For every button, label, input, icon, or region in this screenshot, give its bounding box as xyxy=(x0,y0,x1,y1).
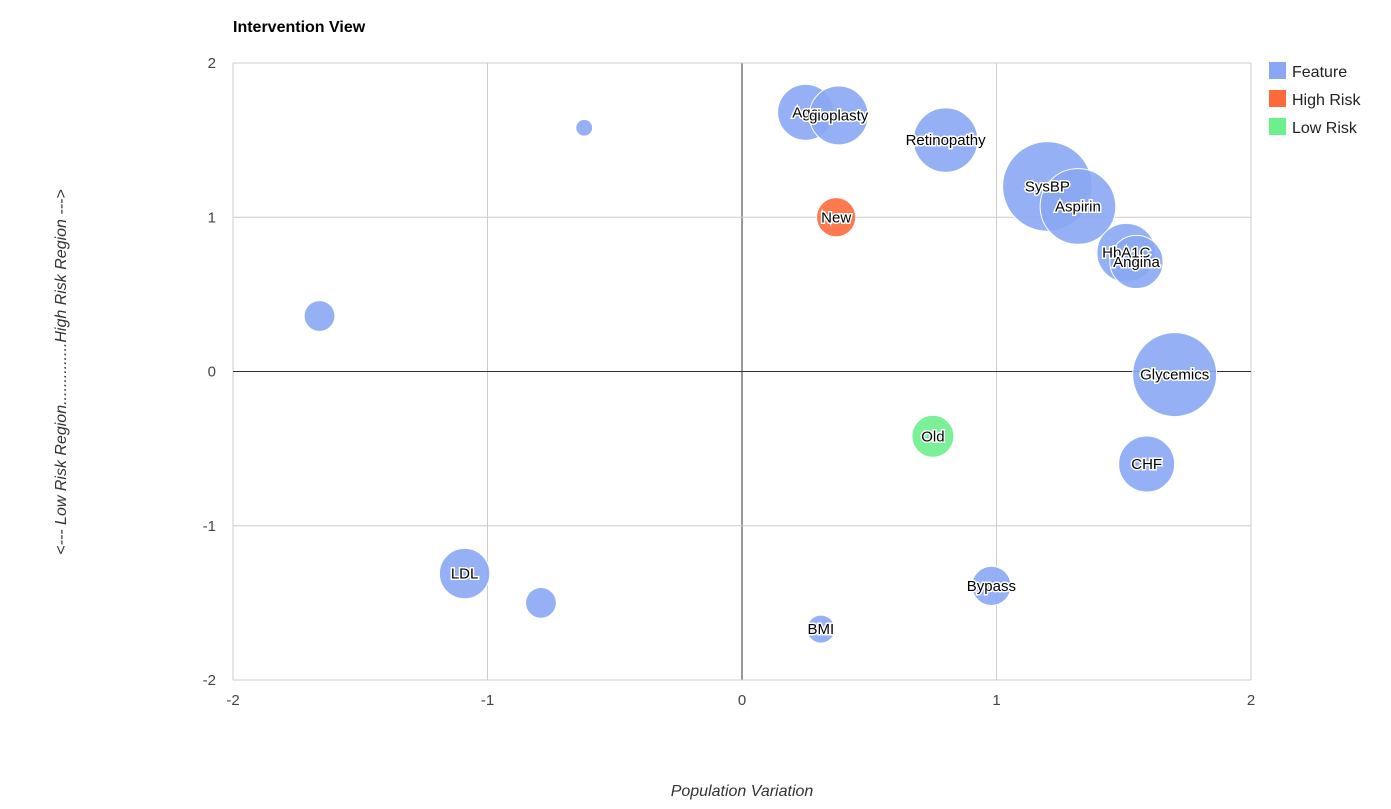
bubble xyxy=(575,118,594,137)
x-axis-title: Population Variation xyxy=(671,783,814,800)
y-axis-title: <--- Low Risk Region..............High R… xyxy=(53,189,70,554)
bubble-gioplasty xyxy=(808,85,869,146)
grid xyxy=(232,62,1252,681)
bubble-bypass xyxy=(971,565,1012,607)
bubble-label: SysBP xyxy=(1025,178,1070,195)
y-tick-label: -1 xyxy=(203,518,216,535)
bubble-label: gioplasty xyxy=(809,107,869,124)
bubble-angina xyxy=(1109,234,1164,290)
bubbles xyxy=(303,83,1218,644)
chart-title: Intervention View xyxy=(233,19,366,36)
bubble-new xyxy=(816,197,857,238)
legend-swatch xyxy=(1269,62,1286,79)
bubble-glycemics xyxy=(1132,332,1218,418)
x-tick-label: -1 xyxy=(481,692,494,709)
bubble-label: Old xyxy=(921,428,944,445)
bubble-label: HbA1C xyxy=(1102,245,1151,262)
legend-swatch xyxy=(1269,118,1286,135)
bubble-label: Age xyxy=(792,104,819,121)
x-tick-label: -2 xyxy=(226,692,239,709)
y-tick-label: 2 xyxy=(208,55,216,72)
bubble-label: Retinopathy xyxy=(906,132,987,149)
bubble xyxy=(303,300,336,332)
bubble-chf xyxy=(1118,435,1176,493)
legend-label: Low Risk xyxy=(1292,120,1358,137)
y-tick-label: -2 xyxy=(203,672,216,689)
bubble-label: Bypass xyxy=(967,578,1016,595)
x-axis-ticks: -2 -1 0 1 2 xyxy=(226,692,1255,709)
bubble-label: CHF xyxy=(1131,456,1162,473)
y-tick-label: 0 xyxy=(208,364,216,381)
legend-label: High Risk xyxy=(1292,92,1361,109)
x-tick-label: 0 xyxy=(738,692,746,709)
legend-swatch xyxy=(1269,90,1286,107)
bubble-bmi xyxy=(806,614,836,644)
y-tick-label: 1 xyxy=(208,209,216,226)
y-axis-ticks: -2 -1 0 1 2 xyxy=(203,55,216,689)
bubble-label: New xyxy=(821,209,851,226)
legend: Feature High Risk Low Risk xyxy=(1269,62,1361,137)
bubble xyxy=(525,586,557,619)
bubble-label: Angina xyxy=(1113,254,1160,271)
bubble-label: Glycemics xyxy=(1140,367,1209,384)
bubble-ldl xyxy=(438,547,491,600)
x-tick-label: 1 xyxy=(992,692,1000,709)
bubble-label: Aspirin xyxy=(1055,198,1101,215)
legend-label: Feature xyxy=(1292,64,1347,81)
bubble-old xyxy=(911,414,955,458)
bubble-label: BMI xyxy=(808,621,835,638)
bubble-aspirin xyxy=(1039,168,1117,245)
x-tick-label: 2 xyxy=(1247,692,1255,709)
bubble-retinopathy xyxy=(912,107,979,173)
bubble-label: LDL xyxy=(451,566,479,583)
